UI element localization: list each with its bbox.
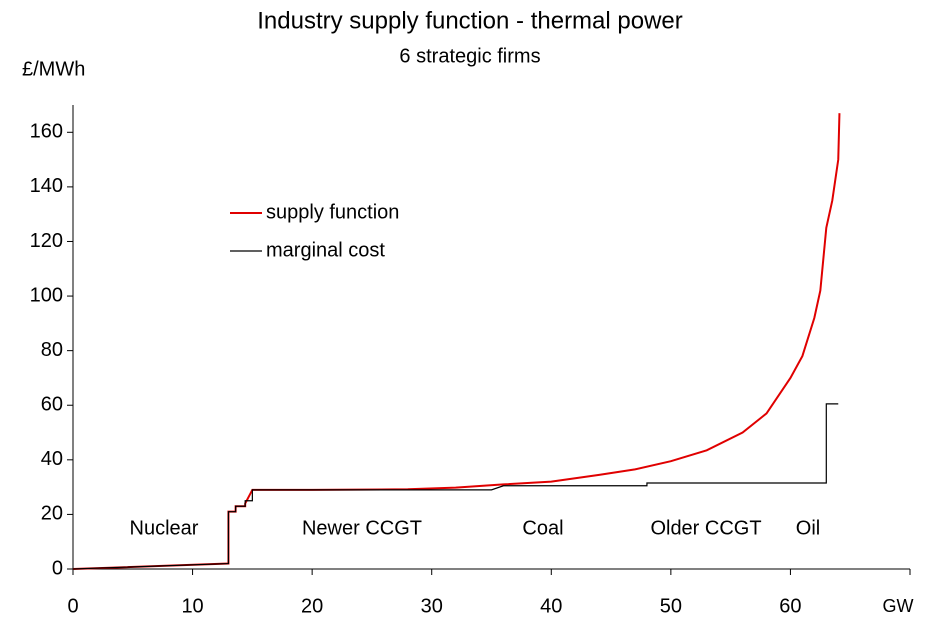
region-label: Coal [522,517,563,539]
chart-subtitle: 6 strategic firms [399,45,540,67]
x-tick-label: 10 [181,595,203,617]
x-tick-label: 60 [779,595,801,617]
y-tick-label: 120 [30,230,63,252]
x-tick-label: 0 [67,595,78,617]
legend-label: marginal cost [266,239,385,261]
x-tick-label: GW [883,596,914,616]
y-tick-label: 100 [30,284,63,306]
series-line [72,403,839,570]
region-label: Older CCGT [650,517,761,539]
x-tick-label: 40 [540,595,562,617]
y-tick-label: 160 [30,121,63,143]
legend-label: supply function [266,201,399,223]
y-tick-label: 20 [41,503,63,525]
y-tick-label: 40 [41,448,63,470]
series-line [72,113,841,570]
y-tick-label: 80 [41,339,63,361]
x-tick-label: 20 [301,595,323,617]
region-label: Oil [796,517,820,539]
chart-title: Industry supply function - thermal power [257,7,683,34]
region-label: Newer CCGT [302,517,422,539]
x-tick-label: 50 [660,595,682,617]
region-label: Nuclear [130,517,199,539]
y-tick-label: 140 [30,175,63,197]
y-tick-label: 60 [41,394,63,416]
x-tick-label: 30 [421,595,443,617]
y-axis-label: £/MWh [22,58,85,80]
y-tick-label: 0 [52,557,63,579]
